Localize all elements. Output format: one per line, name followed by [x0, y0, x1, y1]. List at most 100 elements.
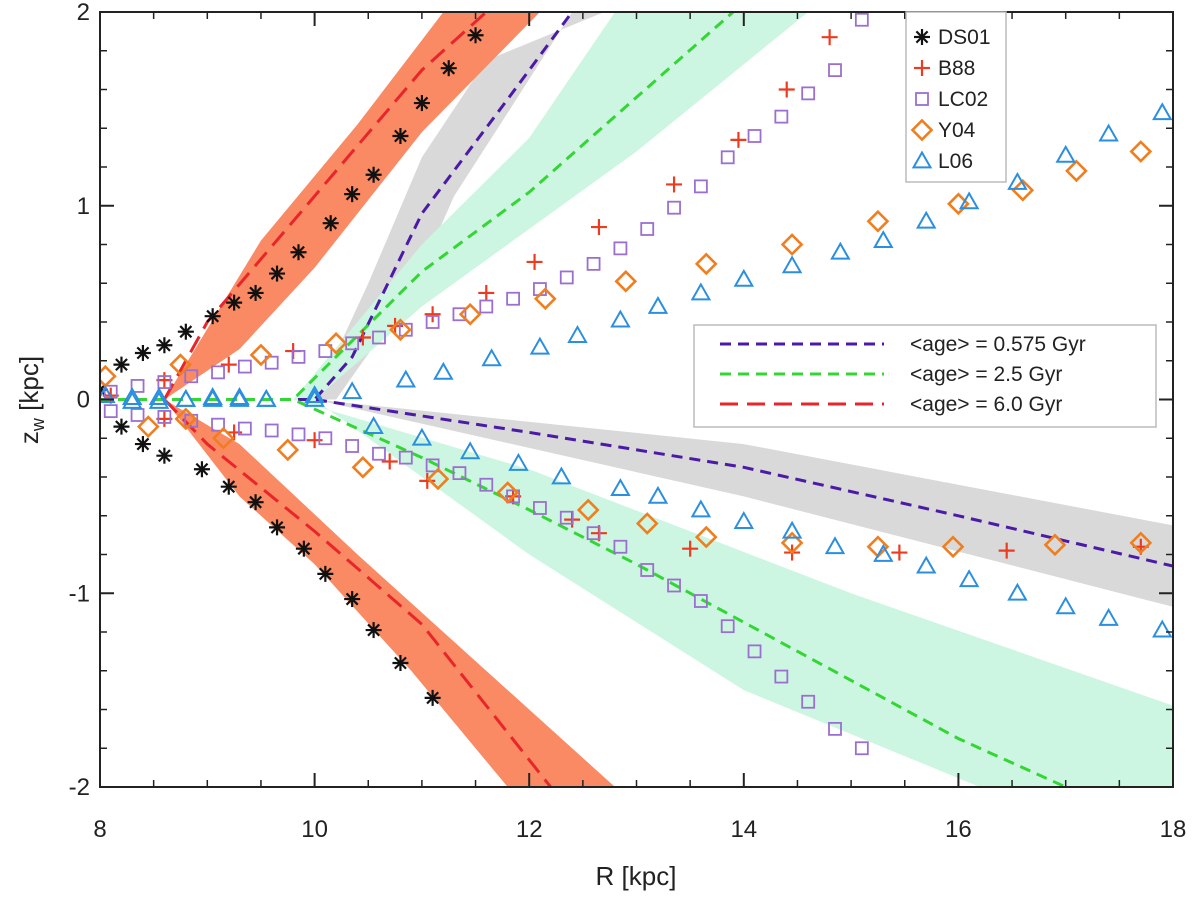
marker-ds01-22-d2: [249, 495, 262, 509]
y-tick-label-1: 1: [77, 193, 90, 220]
marker-ds01-21-d2: [222, 480, 236, 494]
marker-l06-22: [958, 191, 980, 210]
marker-y04-7: [614, 269, 638, 293]
marker-ds01-13-d2: [394, 129, 407, 143]
marker-y04-29: [1129, 531, 1153, 555]
band-grey-lower: [314, 399, 1173, 607]
legend-label-y04: Y04: [938, 119, 976, 142]
y-tick-label--1: -1: [69, 580, 90, 607]
marker-lc02-1: [130, 379, 145, 393]
marker-lc02-53: [747, 644, 762, 659]
marker-ds01-2-d2: [136, 346, 150, 360]
marker-l06-14: [610, 309, 631, 328]
marker-lc02-48: [613, 539, 628, 554]
marker-ds01-4: [177, 323, 194, 340]
marker-l06-2: [148, 387, 170, 405]
marker-lc02-52: [720, 619, 735, 634]
marker-ds01-21: [220, 478, 237, 495]
legend-label-ds01: DS01: [938, 26, 991, 49]
x-tick-label-18: 18: [1160, 816, 1187, 843]
marker-lc02-33: [211, 417, 225, 432]
marker-ds01-20-d2: [195, 462, 209, 476]
marker-ds01-17: [113, 418, 130, 435]
marker-b88-8: [526, 253, 543, 270]
x-tick-label-14: 14: [730, 816, 757, 843]
line-age-2-lower: [163, 398, 552, 787]
marker-lc02-35: [264, 423, 279, 438]
marker-l06-50: [1098, 607, 1119, 626]
marker-l06-47: [958, 569, 980, 588]
marker-lc02-13: [452, 307, 467, 322]
band-red-lower: [164, 399, 615, 787]
marker-l06-33: [304, 388, 325, 407]
data-markers: [100, 12, 1173, 756]
model-lines: [100, 12, 1173, 787]
marker-l06-7: [304, 385, 325, 403]
marker-ds01-25: [317, 565, 334, 582]
marker-ds01-12-d2: [367, 168, 380, 182]
marker-ds01-19-d2: [158, 449, 171, 463]
marker-lc02-57: [854, 741, 869, 756]
marker-ds01-8: [269, 265, 286, 282]
marker-lc02-49: [640, 563, 655, 577]
marker-ds01-0-d2: [100, 383, 107, 392]
marker-ds01-17-d2: [115, 420, 128, 434]
marker-l06-11: [481, 348, 502, 367]
marker-y04-19: [351, 455, 375, 479]
line-legend: <age> = 0.575 Gyr <age> = 2.5 Gyr <age> = …: [693, 324, 1157, 428]
marker-lc02-34: [237, 421, 252, 436]
marker-ds01-27-d2: [367, 623, 380, 637]
marker-l06-25: [1098, 123, 1119, 142]
legend-label-l06: L06: [938, 150, 973, 173]
marker-ds01-0-d1: [100, 388, 107, 397]
marker-ds01-7-d2: [249, 286, 262, 300]
marker-lc02-29: [103, 404, 118, 419]
marker-l06-29: [175, 388, 197, 407]
marker-ds01-12: [365, 166, 382, 183]
marker-legend: DS01 B88 LC02 Y04 L06: [905, 11, 1007, 183]
marker-lc02-24: [747, 129, 762, 143]
marker-l06-30: [202, 388, 223, 407]
marker-ds01-5: [204, 308, 221, 325]
marker-l06-17: [733, 268, 755, 287]
marker-ds01-18-d2: [136, 437, 150, 451]
marker-lc02-40: [398, 450, 413, 465]
marker-ds01-16-d2: [469, 28, 482, 42]
marker-lc02-55: [801, 694, 816, 709]
marker-ds01-5-d2: [206, 309, 220, 323]
marker-l06-21: [915, 210, 937, 229]
marker-ds01-7: [247, 284, 264, 301]
marker-y04-22: [576, 498, 600, 522]
marker-lc02-26: [801, 86, 816, 101]
marker-lc02-41: [425, 458, 440, 473]
marker-ds01-8-d2: [270, 267, 284, 280]
line-legend-label-2: <age> = 6.0 Gyr: [910, 393, 1062, 416]
marker-y04-3: [324, 331, 348, 355]
marker-lc02-11: [398, 322, 413, 337]
marker-lc02-12: [425, 315, 440, 329]
marker-b88-11: [730, 131, 747, 148]
marker-ds01-3: [156, 337, 173, 354]
marker-ds01-4-d2: [179, 325, 193, 339]
marker-ds01-6: [226, 294, 243, 311]
legend-marker-lc02: [915, 92, 929, 106]
marker-b88-6: [424, 306, 441, 323]
marker-b88-25: [998, 542, 1015, 559]
marker-l06-36: [459, 441, 481, 460]
marker-l06-49: [1055, 596, 1076, 615]
marker-lc02-22: [693, 179, 708, 194]
legend-marker-l06: [911, 150, 933, 169]
marker-l06-32: [256, 388, 277, 407]
marker-l06-28: [148, 390, 170, 409]
line-age-1-lower: [100, 398, 1067, 787]
marker-lc02-45: [533, 501, 547, 515]
marker-l06-8: [341, 381, 363, 400]
x-axis-label: R [kpc]: [596, 861, 677, 891]
marker-b88-24: [891, 544, 908, 561]
marker-b88-2: [220, 356, 237, 373]
marker-l06-48: [1007, 582, 1028, 601]
marker-b88-7: [478, 284, 495, 301]
marker-ds01-29: [424, 689, 441, 706]
marker-lc02-21: [667, 200, 681, 215]
marker-lc02-10: [372, 330, 386, 345]
